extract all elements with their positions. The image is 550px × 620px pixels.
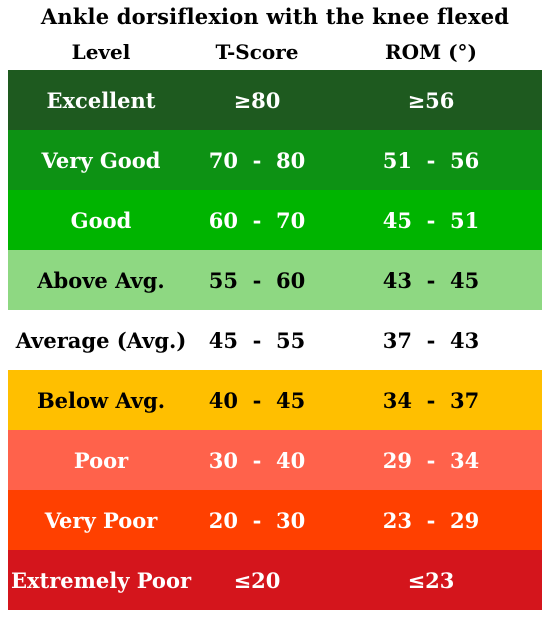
header-rom: ROM (°) <box>384 40 478 64</box>
row-tscore: 40 - 45 <box>208 387 306 413</box>
header-level: Level <box>71 40 131 64</box>
row-rom: ≤23 <box>407 567 455 593</box>
table-row: Average (Avg.) 45 - 55 37 - 43 <box>8 310 542 370</box>
table-row: Good 60 - 70 45 - 51 <box>8 190 542 250</box>
table-row: Above Avg. 55 - 60 43 - 45 <box>8 250 542 310</box>
row-tscore: 30 - 40 <box>208 447 306 473</box>
row-level: Extremely Poor <box>10 567 192 593</box>
row-rom: 43 - 45 <box>382 267 480 293</box>
row-tscore: ≤20 <box>233 567 281 593</box>
row-level: Poor <box>73 447 129 473</box>
table-title: Ankle dorsiflexion with the knee flexed <box>40 4 510 29</box>
table-row: Extremely Poor ≤20 ≤23 <box>8 550 542 610</box>
table-row: Excellent ≥80 ≥56 <box>8 70 542 130</box>
row-level: Excellent <box>46 87 156 113</box>
row-tscore: 55 - 60 <box>208 267 306 293</box>
row-level: Above Avg. <box>37 267 165 293</box>
row-rom: 23 - 29 <box>382 507 480 533</box>
row-rom: ≥56 <box>407 87 455 113</box>
row-tscore: 20 - 30 <box>208 507 306 533</box>
row-tscore: 45 - 55 <box>208 327 306 353</box>
header-tscore: T-Score <box>215 40 299 64</box>
table-row: Very Good 70 - 80 51 - 56 <box>8 130 542 190</box>
table-row: Poor 30 - 40 29 - 34 <box>8 430 542 490</box>
row-level: Very Poor <box>44 507 158 533</box>
row-tscore: 60 - 70 <box>208 207 306 233</box>
row-tscore: ≥80 <box>233 87 281 113</box>
row-level: Below Avg. <box>36 387 166 413</box>
row-rom: 37 - 43 <box>382 327 480 353</box>
row-rom: 29 - 34 <box>382 447 480 473</box>
table-row: Very Poor 20 - 30 23 - 29 <box>8 490 542 550</box>
row-rom: 51 - 56 <box>382 147 480 173</box>
rating-table: Excellent ≥80 ≥56 Very Good 70 - 80 51 -… <box>8 70 542 610</box>
row-rom: 34 - 37 <box>382 387 480 413</box>
row-rom: 45 - 51 <box>382 207 480 233</box>
table-row: Below Avg. 40 - 45 34 - 37 <box>8 370 542 430</box>
row-level: Very Good <box>41 147 161 173</box>
row-tscore: 70 - 80 <box>208 147 306 173</box>
row-level: Average (Avg.) <box>15 327 187 353</box>
row-level: Good <box>70 207 132 233</box>
table-header: Level T-Score ROM (°) <box>8 40 542 66</box>
